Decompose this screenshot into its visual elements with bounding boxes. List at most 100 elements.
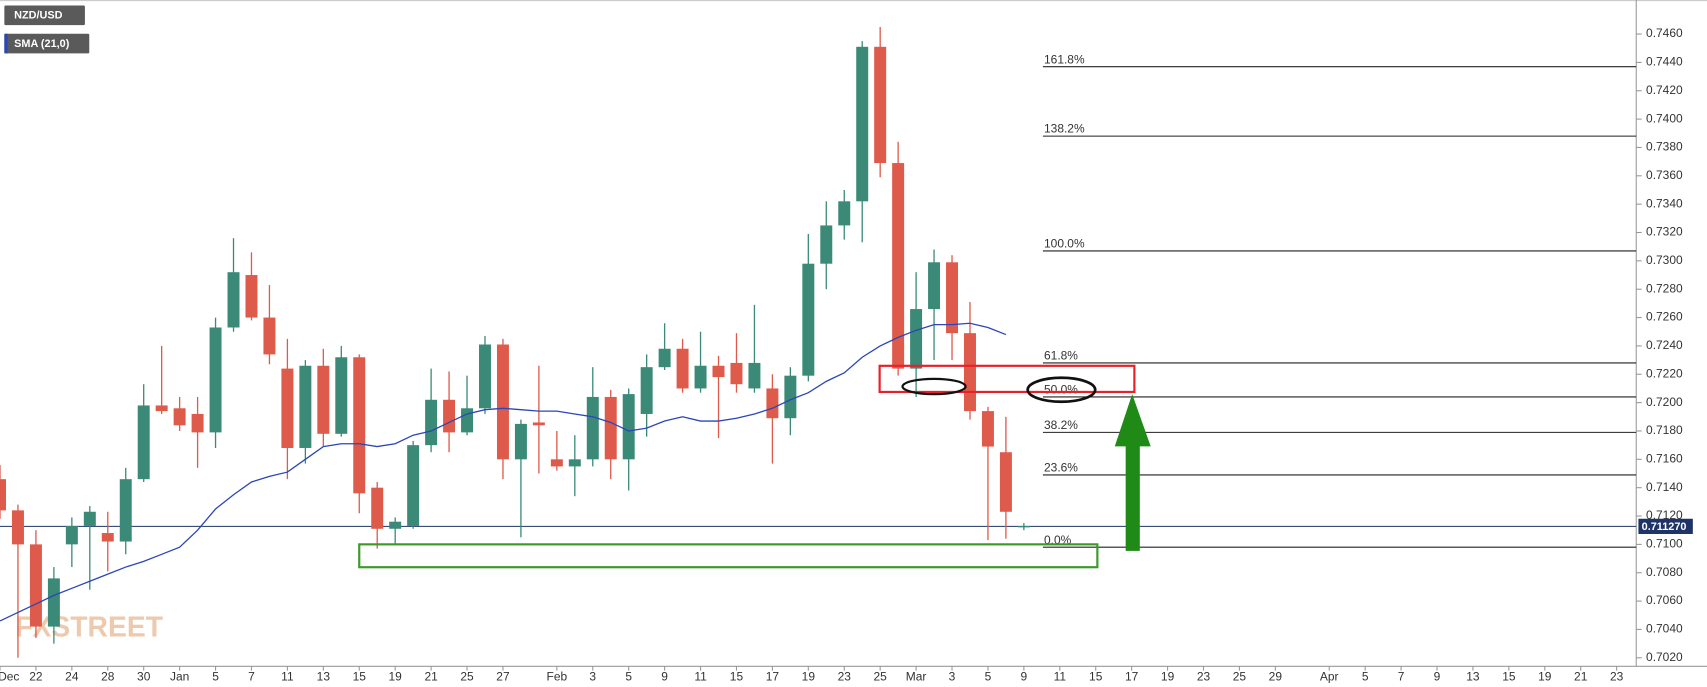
last-price-box: [1638, 518, 1693, 534]
x-tick-label: Feb: [547, 669, 568, 683]
legend-label: SMA (21,0): [14, 38, 70, 50]
candle-body: [11, 510, 24, 545]
candle-body: [317, 365, 330, 434]
x-tick-label: 23: [1610, 669, 1624, 683]
candle-body: [838, 201, 851, 226]
y-tick-label: 0.7140: [1646, 480, 1683, 494]
y-tick-label: 0.7060: [1646, 593, 1683, 607]
candle-body: [999, 452, 1012, 512]
y-tick-label: 0.7100: [1646, 537, 1683, 551]
candle-body: [802, 263, 815, 376]
x-tick-label: 23: [1197, 669, 1211, 683]
candle-body: [281, 368, 294, 448]
y-tick-label: 0.7260: [1646, 310, 1683, 324]
x-tick-label: 17: [766, 669, 780, 683]
x-tick-label: 5: [1362, 669, 1369, 683]
x-tick-label: 3: [949, 669, 956, 683]
sma-line: [0, 322, 1007, 622]
candle-body: [496, 344, 509, 460]
x-tick-label: 9: [661, 669, 668, 683]
y-tick-label: 0.7360: [1646, 168, 1683, 182]
fib-level-label: 138.2%: [1044, 122, 1085, 136]
legend-box: [4, 33, 90, 54]
x-tick-label: 9: [1021, 669, 1028, 683]
candle-body: [658, 348, 671, 368]
candle-body: [856, 46, 869, 202]
fib-level-label: 61.8%: [1044, 349, 1078, 363]
candle-body: [784, 375, 797, 419]
x-tick-label: 25: [1233, 669, 1247, 683]
x-tick-label: 13: [317, 669, 331, 683]
candle-body: [748, 362, 761, 389]
y-tick-label: 0.7300: [1646, 253, 1683, 267]
y-tick-label: 0.7240: [1646, 338, 1683, 352]
candle-body: [29, 544, 42, 627]
candle-body: [353, 357, 366, 494]
x-tick-label: 7: [248, 669, 255, 683]
candle-body: [892, 163, 905, 369]
candle-body: [389, 521, 402, 529]
y-tick-label: 0.7120: [1646, 508, 1683, 522]
y-tick-label: 0.7400: [1646, 111, 1683, 125]
x-tick-label: 11: [694, 669, 707, 683]
candle-body: [1017, 525, 1030, 528]
candle-body: [946, 262, 959, 334]
fib-level-label: 50.0%: [1044, 383, 1078, 397]
y-tick-label: 0.7080: [1646, 565, 1683, 579]
x-tick-label: 19: [389, 669, 403, 683]
legend-swatch: [4, 33, 8, 54]
candle-body: [263, 317, 276, 355]
candle-body: [586, 396, 599, 460]
x-tick-label: 19: [802, 669, 816, 683]
y-tick-label: 0.7440: [1646, 55, 1683, 69]
candle-body: [640, 367, 653, 414]
y-tick-label: 0.7040: [1646, 622, 1683, 636]
legend-box: [4, 5, 85, 26]
x-tick-label: 5: [212, 669, 219, 683]
y-tick-label: 0.7340: [1646, 196, 1683, 210]
plot-area: 161.8%138.2%100.0%61.8%50.0%38.2%23.6%0.…: [0, 26, 1637, 658]
x-tick-label: 11: [1054, 669, 1067, 683]
candle-body: [119, 479, 132, 542]
fib-level-label: 161.8%: [1044, 52, 1085, 66]
x-tick-label: 5: [625, 669, 632, 683]
y-tick-label: 0.7380: [1646, 140, 1683, 154]
candle-body: [425, 399, 438, 446]
y-tick-label: 0.7460: [1646, 26, 1683, 40]
candle-body: [766, 388, 779, 419]
x-tick-label: Dec: [0, 669, 19, 683]
x-tick-label: 25: [460, 669, 474, 683]
candle-body: [371, 487, 384, 529]
arrow-head: [1114, 394, 1151, 447]
x-tick-label: 13: [1466, 669, 1480, 683]
candle-body: [479, 344, 491, 409]
candle-body: [963, 333, 976, 412]
x-tick-label: 15: [1502, 669, 1516, 683]
candle-body: [712, 365, 725, 378]
legend: NZD/USD SMA (21,0): [4, 5, 90, 54]
candle-body: [568, 459, 581, 467]
resistance-box: [878, 364, 1136, 394]
highlight-ellipse: [901, 377, 967, 396]
candle-body: [65, 525, 78, 545]
y-tick-label: 0.7220: [1646, 366, 1683, 380]
x-tick-label: 11: [281, 669, 294, 683]
support-box: [358, 543, 1099, 569]
y-tick-label: 0.7020: [1646, 650, 1683, 664]
last-price-label: 0.711270: [1642, 521, 1687, 533]
candle-body: [981, 411, 994, 447]
x-tick-label: 19: [1538, 669, 1552, 683]
candle-body: [101, 533, 114, 542]
candle-body: [928, 262, 941, 310]
fib-level-label: 23.6%: [1044, 461, 1078, 475]
y-tick-label: 0.7320: [1646, 225, 1683, 239]
candle-body: [137, 405, 150, 480]
x-tick-label: 29: [1269, 669, 1283, 683]
arrow-shaft: [1125, 444, 1140, 551]
x-tick-label: 21: [424, 669, 438, 683]
x-tick-label: Jan: [170, 669, 189, 683]
x-tick-label: 15: [730, 669, 744, 683]
x-tick-label: 17: [1125, 669, 1139, 683]
